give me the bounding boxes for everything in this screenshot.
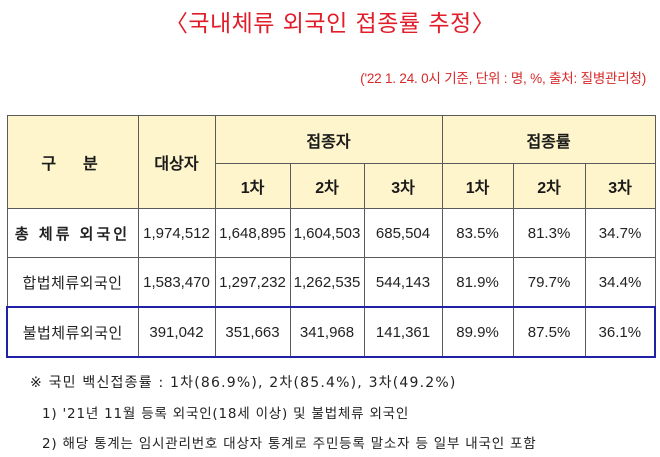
header-vaccinated: 접종자 bbox=[214, 115, 443, 164]
header-rate-dose3: 3차 bbox=[584, 163, 656, 209]
cell-vaccinated-dose3: 141,361 bbox=[363, 306, 443, 358]
vaccination-rate-table: 구 분 대상자 접종자 접종률 1차 2차 3차 1차 2차 3차 총 체류 외… bbox=[6, 115, 657, 358]
header-vaccinated-dose1: 1차 bbox=[214, 163, 291, 209]
header-target: 대상자 bbox=[137, 115, 216, 209]
cell-vaccinated-dose2: 341,968 bbox=[289, 306, 365, 358]
footnote-2: 2) 해당 통계는 임시관리번호 대상자 통계로 주민등록 말소자 등 일부 내… bbox=[42, 436, 537, 452]
cell-rate-dose2: 79.7% bbox=[512, 257, 586, 308]
header-rate: 접종률 bbox=[441, 115, 656, 164]
cell-target: 391,042 bbox=[137, 306, 216, 358]
header-rate-dose1: 1차 bbox=[441, 163, 514, 209]
row-label: 합법체류외국인 bbox=[6, 257, 139, 308]
row-label: 총 체류 외국인 bbox=[6, 208, 139, 258]
cell-rate-dose1: 83.5% bbox=[441, 208, 514, 258]
source-note: ('22 1. 24. 0시 기준, 단위 : 명, %, 출처: 질병관리청) bbox=[360, 71, 646, 86]
cell-vaccinated-dose1: 351,663 bbox=[214, 306, 291, 358]
cell-rate-dose1: 89.9% bbox=[441, 306, 514, 358]
table-row-total: 총 체류 외국인 1,974,512 1,648,895 1,604,503 6… bbox=[6, 208, 656, 258]
table-row-legal: 합법체류외국인 1,583,470 1,297,232 1,262,535 54… bbox=[6, 257, 656, 308]
header-row-1: 구 분 대상자 접종자 접종률 bbox=[6, 115, 656, 209]
cell-vaccinated-dose2: 1,604,503 bbox=[289, 208, 365, 258]
cell-rate-dose1: 81.9% bbox=[441, 257, 514, 308]
cell-target: 1,583,470 bbox=[137, 257, 216, 308]
footnote-1: 1) '21년 11월 등록 외국인(18세 이상) 및 불법체류 외국인 bbox=[42, 406, 410, 422]
header-row-2: 1차 2차 3차 1차 2차 3차 bbox=[7, 163, 656, 209]
cell-rate-dose3: 36.1% bbox=[584, 306, 657, 358]
page-title: 〈국내체류 외국인 접종률 추정〉 bbox=[164, 11, 496, 37]
header-vaccinated-dose2: 2차 bbox=[289, 163, 365, 209]
cell-vaccinated-dose1: 1,297,232 bbox=[214, 257, 291, 308]
header-rate-dose2: 2차 bbox=[512, 163, 586, 209]
row-label: 불법체류외국인 bbox=[6, 306, 139, 358]
cell-vaccinated-dose3: 544,143 bbox=[363, 257, 443, 308]
national-vaccination-rate-note: ※ 국민 백신접종률 : 1차(86.9%), 2차(85.4%), 3차(49… bbox=[30, 375, 457, 391]
cell-rate-dose2: 87.5% bbox=[512, 306, 586, 358]
cell-rate-dose3: 34.4% bbox=[584, 257, 656, 308]
cell-rate-dose3: 34.7% bbox=[584, 208, 656, 258]
cell-target: 1,974,512 bbox=[137, 208, 216, 258]
cell-vaccinated-dose2: 1,262,535 bbox=[289, 257, 365, 308]
notes-section: ※ 국민 백신접종률 : 1차(86.9%), 2차(85.4%), 3차(49… bbox=[30, 372, 537, 452]
table-row-illegal: 불법체류외국인 391,042 351,663 341,968 141,361 … bbox=[6, 306, 657, 358]
header-vaccinated-dose3: 3차 bbox=[363, 163, 443, 209]
cell-vaccinated-dose3: 685,504 bbox=[363, 208, 443, 258]
cell-vaccinated-dose1: 1,648,895 bbox=[214, 208, 291, 258]
cell-rate-dose2: 81.3% bbox=[512, 208, 586, 258]
header-category: 구 분 bbox=[6, 115, 139, 209]
